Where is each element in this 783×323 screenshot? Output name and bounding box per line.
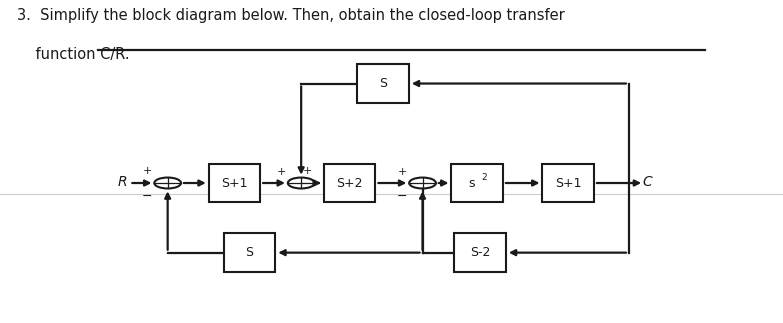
Text: +: + xyxy=(302,166,312,176)
Text: −: − xyxy=(142,190,153,203)
Text: 2: 2 xyxy=(482,173,487,182)
FancyBboxPatch shape xyxy=(454,234,506,272)
Text: function C/R.: function C/R. xyxy=(17,47,130,62)
Text: R: R xyxy=(117,175,127,189)
Text: S: S xyxy=(379,77,387,90)
Text: +: + xyxy=(143,166,153,176)
Text: S: S xyxy=(246,246,254,259)
FancyBboxPatch shape xyxy=(451,164,503,202)
Text: S+2: S+2 xyxy=(337,176,363,190)
FancyBboxPatch shape xyxy=(543,164,594,202)
Text: s: s xyxy=(467,176,474,190)
Circle shape xyxy=(154,178,181,189)
Circle shape xyxy=(288,178,315,189)
Circle shape xyxy=(410,178,436,189)
Text: +: + xyxy=(398,167,407,177)
FancyBboxPatch shape xyxy=(208,164,260,202)
Text: S-2: S-2 xyxy=(470,246,490,259)
Text: 3.  Simplify the block diagram below. Then, obtain the closed-loop transfer: 3. Simplify the block diagram below. The… xyxy=(17,8,565,23)
Text: +: + xyxy=(276,167,286,177)
FancyBboxPatch shape xyxy=(324,164,376,202)
Text: −: − xyxy=(397,190,407,203)
Text: S+1: S+1 xyxy=(221,176,247,190)
FancyBboxPatch shape xyxy=(357,64,409,103)
Text: C: C xyxy=(642,175,652,189)
Text: S+1: S+1 xyxy=(555,176,582,190)
FancyBboxPatch shape xyxy=(224,234,276,272)
